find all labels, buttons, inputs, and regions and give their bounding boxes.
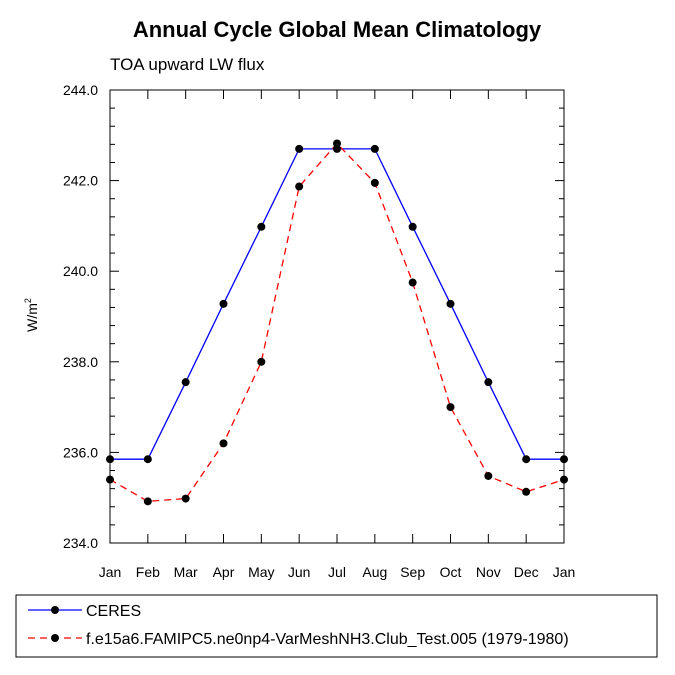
data-point-series-1 <box>333 139 341 148</box>
legend: CERES f.e15a6.FAMIPC5.ne0np4-VarMeshNH3.… <box>15 594 658 658</box>
data-point-series-1 <box>295 182 304 191</box>
data-point-series-1 <box>181 494 190 503</box>
data-point-series-1 <box>522 487 531 496</box>
data-point-series-1 <box>408 278 417 287</box>
x-tick-label: Jan <box>553 564 576 580</box>
x-tick-label: May <box>248 564 274 580</box>
plot-border <box>109 89 565 544</box>
series-line-0 <box>110 148 564 460</box>
legend-label-ceres: CERES <box>86 603 141 620</box>
chart-subtitle: TOA upward LW flux <box>110 55 265 74</box>
data-point-series-0 <box>143 455 152 464</box>
x-tick-label: Sep <box>400 564 425 580</box>
data-point-series-0 <box>219 299 228 308</box>
data-point-series-0 <box>408 222 417 231</box>
x-axis: Jan Feb Mar Apr May Jun Jul Aug Sep Oct Nov Dec Jan <box>99 90 576 580</box>
data-point-series-1 <box>370 178 379 187</box>
x-tick-label: Jun <box>288 564 311 580</box>
data-point-series-1 <box>484 471 493 480</box>
plot-area <box>109 89 565 544</box>
y-tick-label: 236.0 <box>63 444 98 460</box>
y-tick-label: 242.0 <box>63 173 98 189</box>
legend-marker-ceres <box>51 606 59 614</box>
legend-label-model: f.e15a6.FAMIPC5.ne0np4-VarMeshNH3.Club_T… <box>86 631 569 648</box>
legend-box <box>15 594 658 658</box>
data-point-series-1 <box>257 357 266 366</box>
y-tick-label: 238.0 <box>63 354 98 370</box>
data-point-series-0 <box>106 455 114 464</box>
data-point-series-1 <box>143 497 152 506</box>
y-tick-label: 244.0 <box>63 82 98 98</box>
data-point-series-0 <box>560 455 568 464</box>
data-point-series-0 <box>446 299 455 308</box>
x-tick-label: Dec <box>514 564 539 580</box>
x-tick-label: Aug <box>362 564 387 580</box>
series-line-1 <box>109 142 565 502</box>
data-point-series-1 <box>560 475 568 484</box>
legend-marker-model <box>51 634 59 642</box>
x-tick-label: Oct <box>440 564 462 580</box>
x-tick-label: Mar <box>174 564 198 580</box>
data-point-series-0 <box>295 144 304 153</box>
data-point-series-0 <box>370 144 379 153</box>
chart-title: Annual Cycle Global Mean Climatology <box>133 17 542 42</box>
x-tick-label: Nov <box>476 564 501 580</box>
x-tick-label: Feb <box>136 564 160 580</box>
data-point-series-1 <box>446 403 455 412</box>
x-tick-label: Jul <box>328 564 346 580</box>
data-point-series-1 <box>219 439 228 448</box>
y-axis-label: W/m2 <box>23 298 40 332</box>
data-point-series-0 <box>257 222 266 231</box>
data-point-series-0 <box>522 455 531 464</box>
data-point-series-0 <box>484 378 493 387</box>
series-layer <box>106 139 568 506</box>
y-axis-label-text: W/m <box>24 303 40 332</box>
y-tick-label: 240.0 <box>63 263 98 279</box>
y-axis: 234.0 236.0 238.0 240.0 242.0 244.0 <box>63 82 564 551</box>
x-tick-label: Apr <box>213 564 235 580</box>
data-point-series-0 <box>181 378 190 387</box>
data-point-series-1 <box>106 475 114 484</box>
x-tick-label: Jan <box>99 564 122 580</box>
y-tick-label: 234.0 <box>63 535 98 551</box>
y-axis-label-superscript: 2 <box>23 298 33 303</box>
